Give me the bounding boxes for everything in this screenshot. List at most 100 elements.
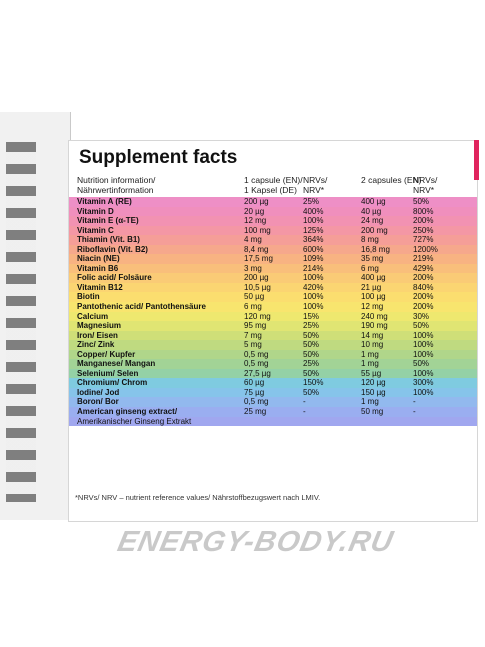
nutrient-name: Zinc/ Zink bbox=[77, 340, 115, 350]
watermark-logo: ENERGY-BODY.RU bbox=[114, 526, 397, 558]
box-side-face bbox=[0, 112, 71, 520]
nrv2-value: 100% bbox=[413, 349, 434, 359]
table-row: Copper/ Kupfer 0,5 mg 50% 1 mg 100% bbox=[69, 349, 477, 360]
dose2-value: 12 mg bbox=[361, 302, 384, 312]
nutrient-name: Iodine/ Jod bbox=[77, 387, 120, 397]
nrv2-value: 200% bbox=[413, 302, 434, 312]
nutrient-name: Chromium/ Chrom bbox=[77, 378, 148, 388]
barcode-stripes bbox=[6, 142, 36, 502]
nutrient-name: Vitamin B6 bbox=[77, 263, 119, 273]
dose1-value: 95 mg bbox=[244, 321, 267, 331]
dose1-value: 5 mg bbox=[244, 340, 262, 350]
nrv1-value: 25% bbox=[303, 359, 320, 369]
dose1-value: 6 mg bbox=[244, 302, 262, 312]
dose1-value: 200 µg bbox=[244, 197, 269, 206]
nrv2-value: 200% bbox=[413, 216, 434, 226]
nrv1-value: 109% bbox=[303, 254, 324, 264]
table-row: Vitamin D 20 µg 400% 40 µg 800% bbox=[69, 206, 477, 217]
dose2-value: 100 µg bbox=[361, 292, 386, 302]
nutrient-name: Magnesium bbox=[77, 321, 122, 331]
table-row: Amerikanischer Ginseng Extrakt bbox=[69, 416, 477, 427]
dose2-value: 50 mg bbox=[361, 407, 384, 417]
dose2-value: 35 mg bbox=[361, 254, 384, 264]
nrv1-value: 600% bbox=[303, 244, 324, 254]
dose1-value: 10,5 µg bbox=[244, 282, 271, 292]
nutrient-name: Iron/ Eisen bbox=[77, 330, 118, 340]
nrv1-value: 15% bbox=[303, 311, 320, 321]
dose1-value: 20 µg bbox=[244, 206, 265, 216]
nutrient-name: Copper/ Kupfer bbox=[77, 349, 136, 359]
dose2-value: 14 mg bbox=[361, 330, 384, 340]
nutrient-name: Folic acid/ Folsäure bbox=[77, 273, 152, 283]
dose1-value: 120 mg bbox=[244, 311, 271, 321]
dose2-value: 40 µg bbox=[361, 206, 382, 216]
table-row: Riboflavin (Vit. B2) 8,4 mg 600% 16,8 mg 120… bbox=[69, 244, 477, 255]
dose2-value: 55 µg bbox=[361, 368, 382, 378]
nutrient-name: Thiamin (Vit. B1) bbox=[77, 235, 140, 245]
dose2-value: 240 mg bbox=[361, 311, 388, 321]
side-panel-text bbox=[40, 142, 64, 502]
table-row: Manganese/ Mangan 0,5 mg 25% 1 mg 50% bbox=[69, 359, 477, 369]
table-row: Vitamin E (α-TE) 12 mg 100% 24 mg 200% bbox=[69, 216, 477, 226]
nutrient-name: Boron/ Bor bbox=[77, 397, 119, 407]
dose2-value: 16,8 mg bbox=[361, 244, 390, 254]
dose1-value: 100 mg bbox=[244, 225, 271, 235]
pink-edge-strip bbox=[474, 140, 479, 180]
nutrient-name: Vitamin B12 bbox=[77, 282, 123, 292]
nrv2-value: 250% bbox=[413, 225, 434, 235]
nrv2-value: 727% bbox=[413, 235, 434, 245]
dose1-value: 0,5 mg bbox=[244, 359, 269, 369]
nutrient-name: Manganese/ Mangan bbox=[77, 359, 156, 369]
dose2-value: 200 mg bbox=[361, 225, 388, 235]
nrv1-value: 100% bbox=[303, 302, 324, 312]
table-row: Biotin 50 µg 100% 100 µg 200% bbox=[69, 292, 477, 303]
nrv2-value: 1200% bbox=[413, 244, 438, 254]
dose1-value: 27,5 µg bbox=[244, 368, 271, 378]
dose1-value: 60 µg bbox=[244, 378, 265, 388]
dose2-value: 1 mg bbox=[361, 397, 379, 407]
nrv2-value: 200% bbox=[413, 292, 434, 302]
dose1-value: 50 µg bbox=[244, 292, 265, 302]
nrv1-value: 50% bbox=[303, 330, 320, 340]
header-nrv2: NRVs/ NRV* bbox=[413, 175, 438, 195]
nrv1-value: 100% bbox=[303, 216, 324, 226]
nutrient-name: Niacin (NE) bbox=[77, 254, 120, 264]
dose1-value: 17,5 mg bbox=[244, 254, 273, 264]
table-row: Boron/ Bor 0,5 mg - 1 mg - bbox=[69, 397, 477, 408]
nrv2-value: 800% bbox=[413, 206, 434, 216]
nrv1-value: 50% bbox=[303, 387, 320, 397]
nrv1-value: 214% bbox=[303, 263, 324, 273]
nrv1-value: 50% bbox=[303, 368, 320, 378]
dose1-value: 3 mg bbox=[244, 263, 262, 273]
nutrient-name: Amerikanischer Ginseng Extrakt bbox=[77, 416, 192, 426]
nrv2-value: 100% bbox=[413, 387, 434, 397]
nutrient-name: Vitamin C bbox=[77, 225, 114, 235]
nrv2-value: 300% bbox=[413, 378, 434, 388]
nrv2-value: 840% bbox=[413, 282, 434, 292]
table-row: Zinc/ Zink 5 mg 50% 10 mg 100% bbox=[69, 340, 477, 350]
dose1-value: 200 µg bbox=[244, 273, 269, 283]
nrv2-value: 50% bbox=[413, 321, 430, 331]
table-row: Folic acid/ Folsäure 200 µg 100% 400 µg 200% bbox=[69, 273, 477, 283]
dose1-value: 8,4 mg bbox=[244, 244, 269, 254]
nrv1-value: - bbox=[303, 407, 306, 417]
table-row: Vitamin A (RE) 200 µg 25% 400 µg 50% bbox=[69, 197, 477, 207]
table-row: Pantothenic acid/ Pantothensäure 6 mg 100%… bbox=[69, 302, 477, 312]
nutrient-name: Calcium bbox=[77, 311, 109, 321]
nrv1-value: - bbox=[303, 397, 306, 407]
nrv2-value: - bbox=[413, 407, 416, 417]
nutrient-name: Pantothenic acid/ Pantothensäure bbox=[77, 302, 206, 312]
dose2-value: 24 mg bbox=[361, 216, 384, 226]
dose2-value: 21 µg bbox=[361, 282, 382, 292]
table-row: Iodine/ Jod 75 µg 50% 150 µg 100% bbox=[69, 387, 477, 398]
nrv1-value: 50% bbox=[303, 340, 320, 350]
table-row: Iron/ Eisen 7 mg 50% 14 mg 100% bbox=[69, 330, 477, 341]
dose2-value: 190 mg bbox=[361, 321, 388, 331]
dose1-value: 25 mg bbox=[244, 407, 267, 417]
table-row: Vitamin B6 3 mg 214% 6 mg 429% bbox=[69, 263, 477, 274]
table-header: Nutrition information/ Nährwertinformati… bbox=[75, 175, 471, 210]
nrv1-value: 364% bbox=[303, 235, 324, 245]
panel-title: Supplement facts bbox=[79, 147, 238, 168]
header-dose2: 2 capsules (EN) bbox=[361, 175, 422, 185]
supplement-facts-panel: Supplement facts Nutrition information/ … bbox=[68, 140, 478, 522]
